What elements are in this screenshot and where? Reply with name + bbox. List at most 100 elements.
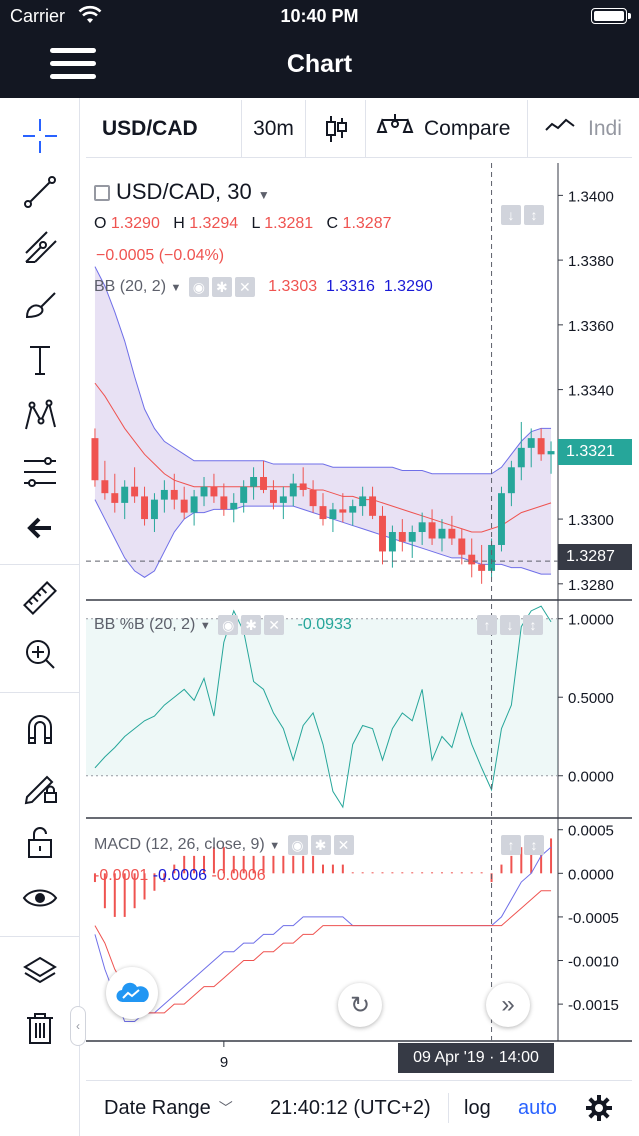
bb-settings-icon[interactable]: ✱	[211, 277, 232, 297]
candle	[91, 438, 99, 481]
ruler-icon[interactable]	[15, 576, 65, 620]
text-tool-icon[interactable]	[15, 338, 65, 382]
pctb-move-up-icon[interactable]: ↑	[477, 615, 497, 635]
price-axis-label: 1.3360	[568, 318, 614, 335]
eye-icon[interactable]	[15, 876, 65, 920]
compare-button[interactable]: Compare	[366, 100, 528, 157]
macd-axis-label: -0.0005	[568, 910, 619, 927]
pctb-caret-icon[interactable]: ▼	[199, 620, 211, 633]
candle	[329, 509, 337, 520]
symbol-button[interactable]: USD/CAD	[86, 100, 242, 157]
carrier-label: Carrier	[10, 6, 66, 26]
macd-legend[interactable]: MACD (12, 26, close, 9) ▼ ◉ ✱ ✕	[94, 835, 354, 855]
candle	[170, 489, 178, 500]
macd-settings-icon[interactable]: ✱	[310, 835, 331, 855]
zoom-in-icon[interactable]	[15, 632, 65, 676]
candles-icon[interactable]	[306, 100, 366, 157]
candle	[497, 493, 505, 545]
bb-visibility-icon[interactable]: ◉	[188, 277, 209, 297]
candle	[388, 532, 396, 552]
page-title: Chart	[286, 50, 353, 78]
candle	[379, 515, 386, 552]
back-arrow-icon[interactable]	[15, 506, 65, 550]
pitchfork-icon[interactable]	[15, 226, 65, 270]
candle	[369, 496, 377, 516]
bb-caret-icon[interactable]: ▼	[170, 282, 182, 295]
hamburger-menu-icon[interactable]	[50, 48, 96, 82]
series-legend[interactable]: USD/CAD, 30 ▼	[94, 179, 270, 205]
pctb-band	[86, 618, 558, 776]
pctb-visibility-icon[interactable]: ◉	[218, 615, 239, 635]
candle	[478, 564, 486, 571]
candle	[210, 486, 218, 497]
magnet-icon[interactable]	[15, 708, 65, 752]
candle	[547, 451, 555, 455]
series-collapse-icon[interactable]	[94, 185, 110, 202]
interval-button[interactable]: 30m	[242, 100, 306, 157]
candle	[289, 483, 297, 497]
bb-remove-icon[interactable]: ✕	[234, 277, 255, 297]
trash-icon[interactable]	[15, 1006, 65, 1050]
series-caret-icon[interactable]: ▼	[257, 188, 270, 202]
chevron-down-icon: ﹀	[218, 1100, 233, 1116]
lock-drawings-icon[interactable]	[15, 764, 65, 808]
macd-move-up-icon[interactable]: ↑	[501, 835, 521, 855]
collapse-toolbar-button[interactable]: ‹	[70, 1006, 86, 1046]
crosshair-icon[interactable]	[15, 114, 65, 158]
macd-maximize-icon[interactable]: ↕	[524, 835, 544, 855]
ohlc-legend: O 1.3290 H 1.3294 L 1.3281 C 1.3287	[94, 215, 391, 233]
close-value: 1.3287	[342, 215, 392, 232]
macd-label: MACD (12, 26, close, 9)	[94, 836, 265, 854]
maximize-pane-icon[interactable]: ↕	[524, 205, 544, 225]
bb-basis-value: 1.3316	[326, 278, 375, 296]
brush-icon[interactable]	[15, 282, 65, 326]
reset-chart-icon[interactable]: ↻	[338, 983, 382, 1027]
move-down-icon[interactable]: ↓	[501, 205, 521, 225]
open-value: 1.3290	[110, 215, 160, 232]
candle	[428, 522, 436, 539]
change-value: −0.0005 (−0.04%)	[96, 247, 225, 264]
fib-retracement-icon[interactable]	[15, 450, 65, 494]
unlock-icon[interactable]	[15, 820, 65, 864]
trend-line-icon[interactable]	[15, 170, 65, 214]
pctb-legend[interactable]: BB %B (20, 2) ▼ ◉ ✱ ✕ -0.0933	[94, 615, 352, 635]
pctb-move-down-icon[interactable]: ↓	[500, 615, 520, 635]
candle	[517, 447, 525, 468]
candle	[230, 502, 238, 510]
bb-upper-value: 1.3303	[268, 278, 318, 296]
log-scale-toggle[interactable]: log	[464, 1096, 491, 1119]
macd-axis-label: 0.0000	[568, 866, 614, 883]
candle	[240, 486, 248, 503]
pattern-icon[interactable]	[15, 394, 65, 438]
crosshair-time-label: 09 Apr '19 · 14:00	[398, 1043, 554, 1073]
date-range-button[interactable]: Date Range ﹀	[104, 1081, 233, 1135]
pctb-settings-icon[interactable]: ✱	[241, 615, 262, 635]
chart-area[interactable]: 1.34001.33801.33601.33401.33201.33001.32…	[86, 163, 632, 1078]
layers-icon[interactable]	[15, 950, 65, 994]
pctb-value: -0.0933	[297, 616, 352, 634]
candle	[309, 489, 317, 507]
tradingview-logo-icon[interactable]	[106, 967, 158, 1019]
low-value: 1.3281	[264, 215, 314, 232]
macd-caret-icon[interactable]: ▼	[269, 840, 281, 853]
pctb-maximize-icon[interactable]: ↕	[523, 615, 543, 635]
crosshair-price-label: 1.3287	[558, 544, 632, 570]
pane-controls: ↓ ↕	[498, 205, 544, 225]
wifi-icon	[78, 5, 102, 30]
macd-visibility-icon[interactable]: ◉	[287, 835, 308, 855]
candle	[339, 509, 347, 513]
candle	[448, 528, 456, 539]
series-title: USD/CAD, 30	[116, 179, 252, 204]
candle	[359, 496, 367, 507]
indicators-button[interactable]: Indi	[528, 100, 632, 157]
bb-legend[interactable]: BB (20, 2) ▼ ◉ ✱ ✕ 1.3303 1.3316 1.3290	[94, 277, 433, 297]
gear-icon[interactable]	[586, 1081, 612, 1135]
pctb-remove-icon[interactable]: ✕	[264, 615, 285, 635]
last-price-label: 1.3321	[558, 439, 632, 465]
scroll-to-realtime-icon[interactable]: »	[486, 983, 530, 1027]
candle	[200, 486, 208, 497]
auto-scale-toggle[interactable]: auto	[518, 1096, 557, 1119]
macd-remove-icon[interactable]: ✕	[333, 835, 354, 855]
timezone-clock[interactable]: 21:40:12 (UTC+2)	[270, 1096, 431, 1119]
candle	[101, 480, 109, 494]
